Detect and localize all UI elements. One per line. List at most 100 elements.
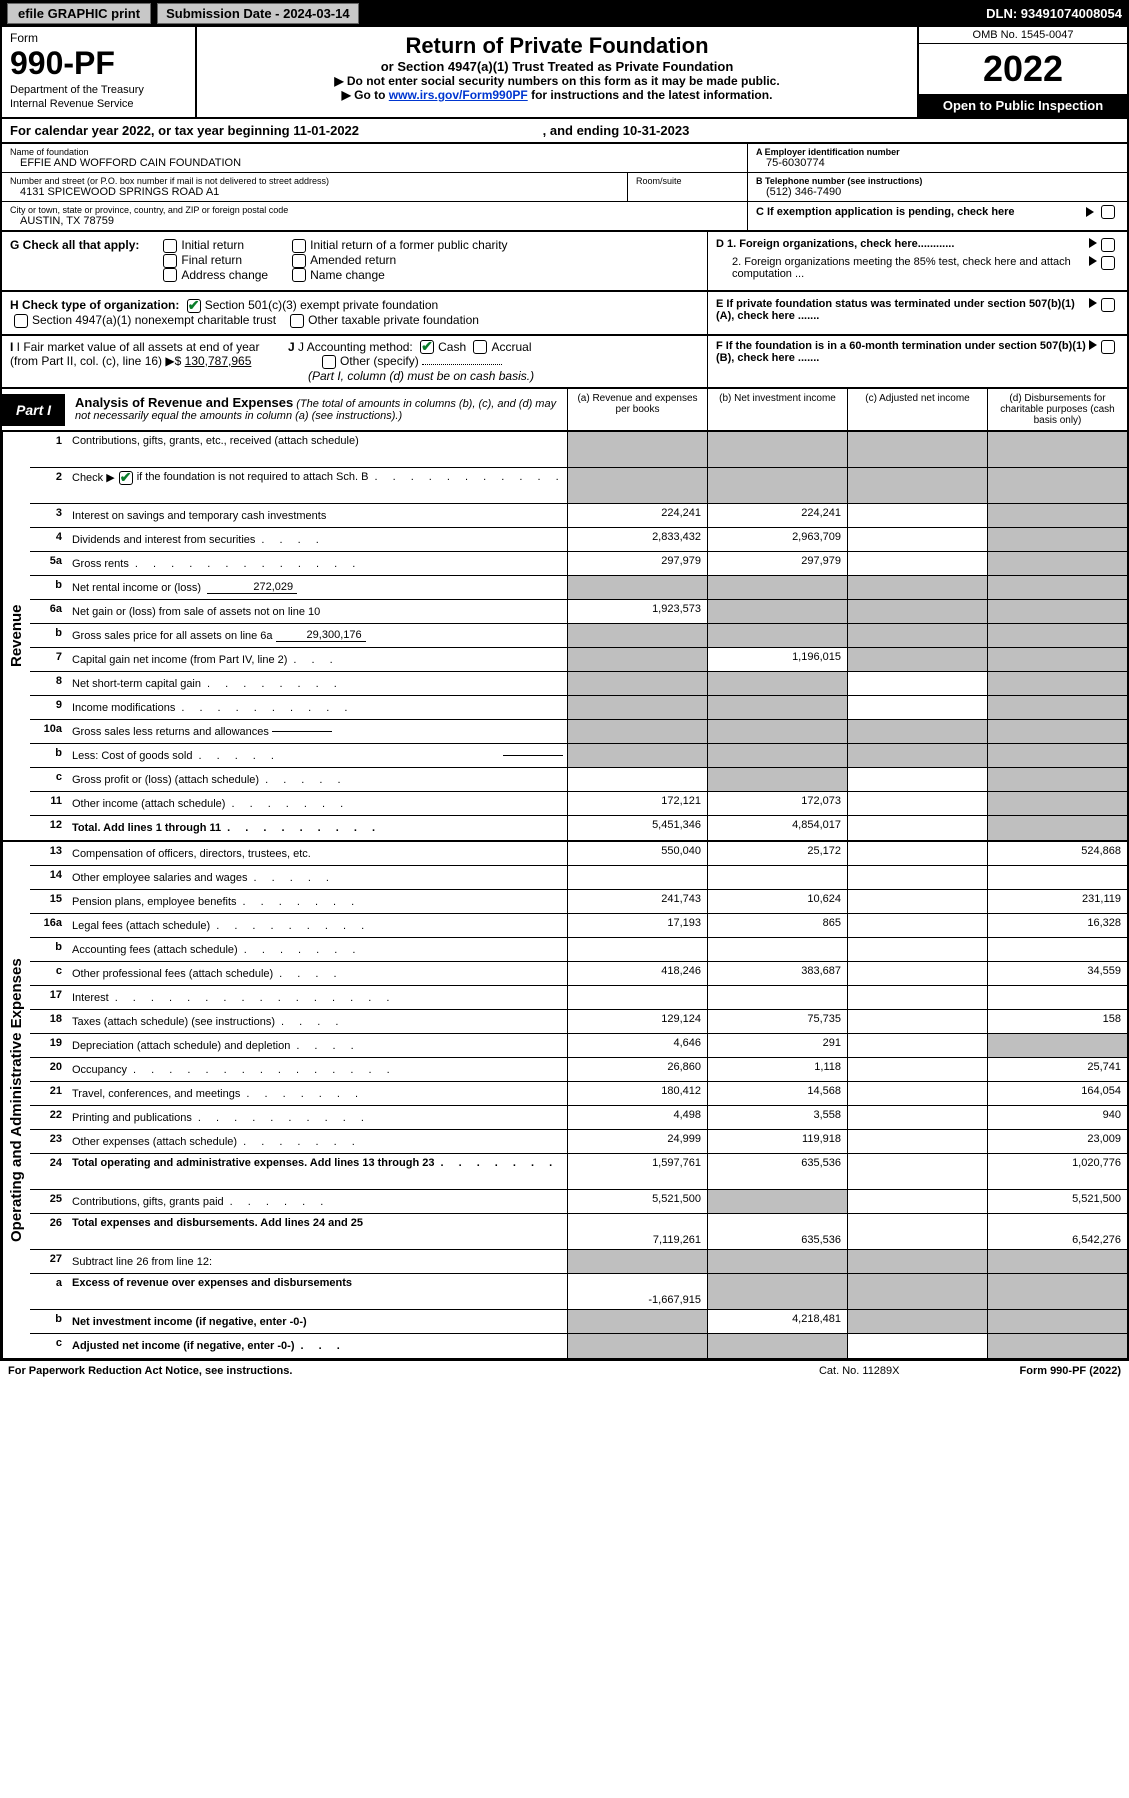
row-num: 14 — [30, 866, 68, 889]
city-cell: City or town, state or province, country… — [2, 202, 747, 230]
cell-b: 1,118 — [707, 1058, 847, 1081]
r27c-t: Adjusted net income (if negative, enter … — [72, 1340, 294, 1352]
cell-d: 164,054 — [987, 1082, 1127, 1105]
r15-t: Pension plans, employee benefits — [72, 896, 237, 908]
cell-b: 75,735 — [707, 1010, 847, 1033]
row-num: 2 — [30, 468, 68, 503]
cell-a: 24,999 — [567, 1130, 707, 1153]
foundation-name-cell: Name of foundation EFFIE AND WOFFORD CAI… — [2, 144, 747, 173]
d1-label: D 1. Foreign organizations, check here..… — [716, 238, 1089, 250]
s501-checkbox[interactable] — [187, 299, 201, 313]
r7-t: Capital gain net income (from Part IV, l… — [72, 654, 287, 666]
row-text: Adjusted net income (if negative, enter … — [68, 1334, 567, 1358]
amended-checkbox[interactable] — [292, 254, 306, 268]
dept-irs: Internal Revenue Service — [10, 98, 187, 110]
r16c-t: Other professional fees (attach schedule… — [72, 968, 273, 980]
address-cell: Number and street (or P.O. box number if… — [2, 173, 627, 202]
cash-label: Cash — [438, 340, 466, 354]
room-label: Room/suite — [636, 176, 739, 186]
phone-value: (512) 346-7490 — [756, 186, 1119, 198]
cell-a: 26,860 — [567, 1058, 707, 1081]
r18-t: Taxes (attach schedule) (see instruction… — [72, 1016, 275, 1028]
efile-graphic-button[interactable]: efile GRAPHIC print — [7, 3, 151, 24]
row-text: Occupancy. . . . . . . . . . . . . . . — [68, 1058, 567, 1081]
r21-t: Travel, conferences, and meetings — [72, 1088, 240, 1100]
phone-cell: B Telephone number (see instructions) (5… — [748, 173, 1127, 202]
col-d-header: (d) Disbursements for charitable purpose… — [987, 389, 1127, 430]
part1-label: Part I — [2, 394, 65, 426]
d1-checkbox[interactable] — [1101, 238, 1115, 252]
cash-checkbox[interactable] — [420, 340, 434, 354]
cell-a: 17,193 — [567, 914, 707, 937]
cell-b: 3,558 — [707, 1106, 847, 1129]
row-num: 26 — [30, 1214, 68, 1249]
form-header-left: Form 990-PF Department of the Treasury I… — [2, 27, 197, 117]
address-label: Number and street (or P.O. box number if… — [10, 176, 619, 186]
cell-b: 4,854,017 — [707, 816, 847, 840]
schb-checkbox[interactable] — [119, 471, 133, 485]
addr-change-checkbox[interactable] — [163, 268, 177, 282]
r6b-inline: 29,300,176 — [276, 629, 366, 642]
check-section-he: H Check type of organization: Section 50… — [0, 292, 1129, 336]
addr-change-label: Address change — [181, 268, 268, 282]
r4-t: Dividends and interest from securities — [72, 534, 255, 546]
other-tax-checkbox[interactable] — [290, 314, 304, 328]
r26-t: Total expenses and disbursements. Add li… — [72, 1217, 363, 1229]
cell-b: 635,536 — [707, 1154, 847, 1189]
f-label: F If the foundation is in a 60-month ter… — [716, 340, 1089, 364]
dln-number: DLN: 93491074008054 — [986, 6, 1122, 21]
exemption-checkbox[interactable] — [1101, 205, 1115, 219]
r5a-t: Gross rents — [72, 558, 129, 570]
cell-b: 119,918 — [707, 1130, 847, 1153]
name-change-label: Name change — [310, 268, 385, 282]
arrow-icon — [1089, 298, 1097, 308]
cell-b: 383,687 — [707, 962, 847, 985]
r27b-t: Net investment income (if negative, ente… — [72, 1316, 307, 1328]
e-checkbox[interactable] — [1101, 298, 1115, 312]
footer-cat: Cat. No. 11289X — [819, 1365, 900, 1377]
name-change-checkbox[interactable] — [292, 268, 306, 282]
s4947-checkbox[interactable] — [14, 314, 28, 328]
cell-b: 224,241 — [707, 504, 847, 527]
footer-form: Form 990-PF (2022) — [1020, 1365, 1122, 1377]
r16b-t: Accounting fees (attach schedule) — [72, 944, 238, 956]
row-text: Accounting fees (attach schedule). . . .… — [68, 938, 567, 961]
row-num: 7 — [30, 648, 68, 671]
omb-number: OMB No. 1545-0047 — [919, 27, 1127, 44]
name-label: Name of foundation — [10, 147, 739, 157]
j-note: (Part I, column (d) must be on cash basi… — [288, 369, 534, 383]
r9-t: Income modifications — [72, 702, 175, 714]
r10a-t: Gross sales less returns and allowances — [72, 726, 269, 738]
r2-post: if the foundation is not required to att… — [137, 471, 369, 483]
accrual-checkbox[interactable] — [473, 340, 487, 354]
row-num: 18 — [30, 1010, 68, 1033]
r27a-t: Excess of revenue over expenses and disb… — [72, 1277, 352, 1289]
ein-cell: A Employer identification number 75-6030… — [748, 144, 1127, 173]
cal-pre: For calendar year 2022, or tax year begi… — [10, 123, 293, 138]
final-return-checkbox[interactable] — [163, 254, 177, 268]
d2-checkbox[interactable] — [1101, 256, 1115, 270]
city-label: City or town, state or province, country… — [10, 205, 739, 215]
row-num: 1 — [30, 432, 68, 467]
row-num: 21 — [30, 1082, 68, 1105]
initial-return-checkbox[interactable] — [163, 239, 177, 253]
f-checkbox[interactable] — [1101, 340, 1115, 354]
cell-b: 297,979 — [707, 552, 847, 575]
row-text: Capital gain net income (from Part IV, l… — [68, 648, 567, 671]
row-text: Net gain or (loss) from sale of assets n… — [68, 600, 567, 623]
cell-d: 5,521,500 — [987, 1190, 1127, 1213]
other-method-checkbox[interactable] — [322, 355, 336, 369]
cell-d: 25,741 — [987, 1058, 1127, 1081]
row-num: c — [30, 768, 68, 791]
cell-a: 7,119,261 — [567, 1214, 707, 1249]
g-section: G Check all that apply: Initial return F… — [2, 232, 707, 290]
initial-former-checkbox[interactable] — [292, 239, 306, 253]
i-amount: 130,787,965 — [185, 354, 252, 368]
r2-pre: Check ▶ — [72, 471, 115, 484]
other-tax-label: Other taxable private foundation — [308, 313, 479, 327]
irs-link[interactable]: www.irs.gov/Form990PF — [389, 88, 528, 102]
form-word: Form — [10, 31, 187, 45]
row-text: Gross sales less returns and allowances — [68, 720, 567, 743]
form-header-mid: Return of Private Foundation or Section … — [197, 27, 917, 117]
row-text: Interest. . . . . . . . . . . . . . . . — [68, 986, 567, 1009]
